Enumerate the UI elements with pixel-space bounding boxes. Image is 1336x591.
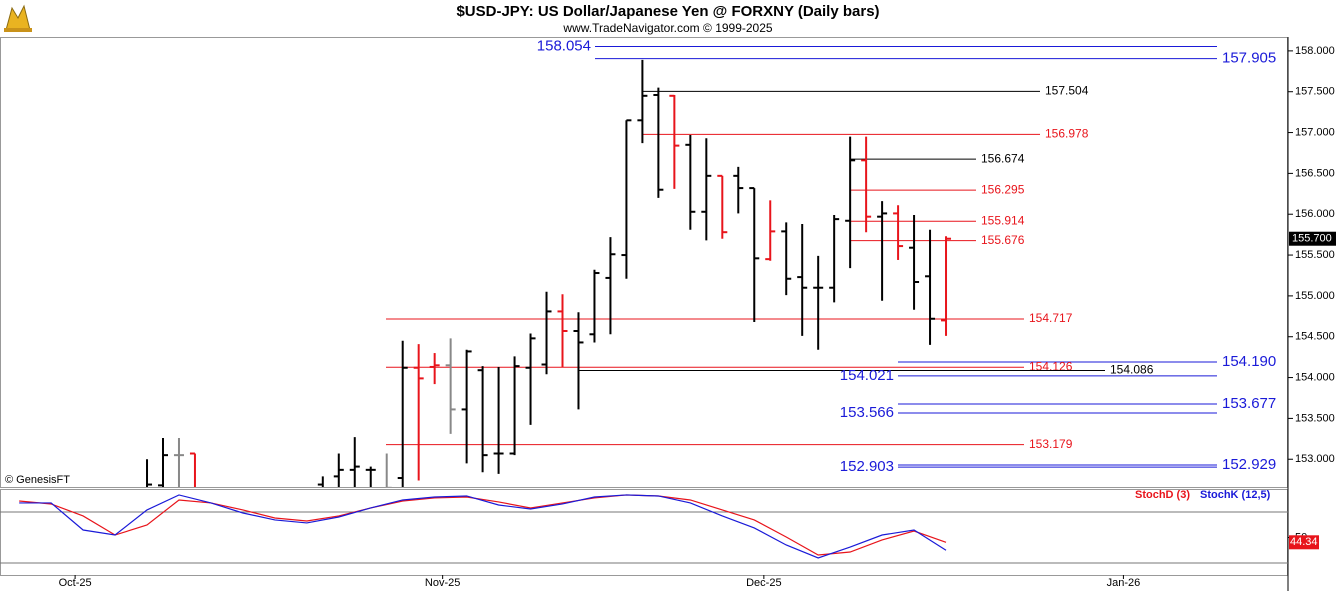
x-tick-label: Jan-26 bbox=[1107, 577, 1141, 589]
price-plot: 158.054 157.905 157.504 156.978 156.674 156.2… bbox=[146, 37, 1276, 487]
stoch-plot bbox=[0, 494, 1288, 564]
level-label: 153.677 bbox=[1222, 395, 1276, 412]
level-label: 157.905 bbox=[1222, 50, 1276, 67]
level-label: 154.717 bbox=[1029, 311, 1073, 325]
legend-entry: StochK (12,5) bbox=[1200, 489, 1271, 501]
price-panel bbox=[0, 37, 1288, 488]
y-tick-label: 153.500 bbox=[1295, 412, 1335, 424]
level-label: 154.126 bbox=[1029, 359, 1073, 373]
level-label: 154.190 bbox=[1222, 353, 1276, 370]
y-tick-label: 157.000 bbox=[1295, 126, 1335, 138]
x-tick-label: Dec-25 bbox=[746, 577, 781, 589]
y-tick-label: 154.500 bbox=[1295, 331, 1335, 343]
y-tick-label: 158.000 bbox=[1295, 45, 1335, 57]
level-label: 154.086 bbox=[1110, 363, 1154, 377]
level-label: 156.295 bbox=[981, 182, 1025, 196]
stoch-line bbox=[19, 494, 947, 556]
header bbox=[0, 0, 1336, 37]
y-tick-label: 155.500 bbox=[1295, 249, 1335, 261]
x-tick-label: Oct-25 bbox=[59, 577, 92, 589]
level-label: 155.676 bbox=[981, 233, 1025, 247]
last-value-label: 44.34 bbox=[1290, 536, 1318, 548]
x-tick-label: Nov-25 bbox=[425, 577, 460, 589]
level-label: 155.914 bbox=[981, 213, 1025, 227]
last-price-box bbox=[1289, 231, 1336, 246]
stoch-line bbox=[19, 494, 947, 559]
level-label: 153.566 bbox=[840, 404, 894, 421]
chart-subtitle: www.TradeNavigator.com © 1999-2025 bbox=[562, 21, 772, 35]
y-tick-label: 156.500 bbox=[1295, 167, 1335, 179]
level-label: 153.179 bbox=[1029, 437, 1073, 451]
level-label: 152.903 bbox=[840, 458, 894, 475]
y-tick-label: 154.000 bbox=[1295, 371, 1335, 383]
level-label: 156.978 bbox=[1045, 127, 1089, 141]
level-label: 156.674 bbox=[981, 151, 1025, 165]
level-label: 157.504 bbox=[1045, 84, 1089, 98]
y-tick-label: 155.000 bbox=[1295, 290, 1335, 302]
credit: © GenesisFT bbox=[5, 474, 70, 486]
last-price-label: 155.700 bbox=[1292, 233, 1332, 245]
level-label: 152.929 bbox=[1222, 456, 1276, 473]
y-tick-label: 157.500 bbox=[1295, 86, 1335, 98]
level-label: 158.054 bbox=[537, 37, 591, 54]
level-label: 154.021 bbox=[840, 367, 894, 384]
chart-title: $USD-JPY: US Dollar/Japanese Yen @ FORXN… bbox=[456, 3, 879, 20]
y-tick-label: 156.000 bbox=[1295, 208, 1335, 220]
logo bbox=[4, 4, 32, 32]
y-tick-label: 153.000 bbox=[1295, 453, 1335, 465]
last-value-box bbox=[1289, 535, 1319, 550]
legend-entry: StochD (3) bbox=[1135, 489, 1190, 501]
